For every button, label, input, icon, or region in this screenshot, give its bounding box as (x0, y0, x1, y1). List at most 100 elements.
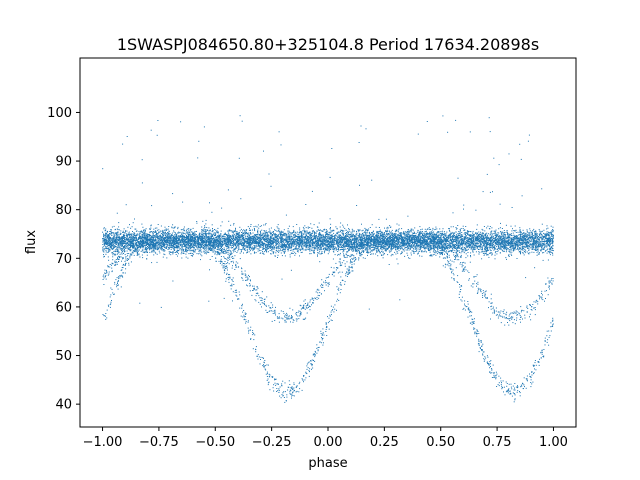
data-point (299, 255, 300, 257)
data-point (507, 232, 508, 234)
data-point (544, 250, 546, 252)
data-point (117, 281, 118, 283)
data-point (346, 234, 348, 236)
data-point (249, 290, 251, 292)
data-point (299, 250, 301, 252)
data-point (202, 229, 204, 231)
data-point (499, 312, 501, 314)
data-point (163, 253, 165, 255)
data-point (266, 311, 268, 313)
data-point (306, 368, 308, 370)
data-point (228, 234, 230, 236)
data-point (306, 248, 308, 250)
data-point (373, 241, 374, 243)
data-point (364, 238, 365, 240)
data-point (344, 247, 346, 249)
data-point (340, 235, 342, 237)
data-point (354, 248, 356, 250)
data-point (235, 265, 236, 267)
data-point (500, 238, 502, 240)
data-point (523, 235, 525, 237)
data-point (375, 253, 377, 255)
data-point (185, 244, 187, 246)
data-point (402, 249, 404, 251)
data-point (140, 236, 142, 238)
data-point (216, 231, 218, 233)
data-point (339, 265, 341, 267)
data-point (224, 263, 226, 265)
data-point (138, 231, 140, 233)
data-point (301, 244, 303, 246)
data-point (245, 279, 246, 281)
data-point (250, 232, 251, 234)
data-point (492, 242, 494, 244)
data-point (538, 241, 540, 243)
data-point (246, 276, 248, 278)
data-point (117, 279, 119, 281)
data-point (272, 387, 274, 389)
data-point (310, 241, 312, 243)
data-point (178, 231, 180, 233)
data-point (209, 244, 211, 246)
data-point (400, 233, 402, 235)
data-point (384, 235, 386, 237)
data-point (455, 267, 457, 269)
data-point (508, 250, 510, 252)
data-point (303, 300, 305, 302)
data-point (262, 250, 263, 252)
data-point (340, 249, 341, 251)
data-point (477, 234, 479, 236)
data-point (102, 249, 104, 251)
data-point (548, 280, 550, 282)
data-point (350, 239, 352, 241)
data-point (301, 238, 303, 240)
data-point (293, 229, 295, 231)
data-point (230, 242, 232, 244)
data-point (420, 244, 422, 246)
data-point (320, 239, 322, 241)
data-point (385, 234, 387, 236)
data-point (354, 242, 356, 243)
data-point (469, 241, 471, 243)
data-point (481, 239, 483, 241)
data-point (491, 235, 493, 237)
data-point (442, 244, 444, 246)
data-point (289, 249, 291, 251)
data-point (125, 247, 127, 249)
data-point (418, 234, 419, 236)
data-point (488, 252, 490, 254)
data-point (489, 249, 491, 251)
data-point (356, 232, 358, 234)
data-point (497, 317, 499, 319)
data-point (323, 342, 324, 344)
data-point (531, 247, 533, 249)
data-point (432, 235, 433, 237)
data-point (531, 248, 533, 250)
data-point (336, 248, 338, 250)
data-point (536, 245, 538, 247)
data-point (277, 240, 279, 242)
data-point (358, 233, 360, 235)
data-point (484, 253, 486, 254)
data-point (313, 238, 315, 240)
data-point (401, 241, 403, 243)
data-point (516, 238, 518, 240)
data-point (311, 233, 313, 234)
data-point (433, 229, 435, 231)
data-point (312, 230, 314, 232)
data-point (439, 232, 441, 234)
data-point (521, 249, 523, 251)
data-point (428, 248, 430, 250)
data-point (130, 239, 132, 241)
data-point (346, 239, 348, 241)
data-point (540, 249, 542, 251)
data-point (480, 340, 482, 342)
data-point (286, 235, 287, 237)
data-point (162, 250, 164, 252)
data-point (413, 236, 414, 238)
data-point (377, 245, 379, 247)
data-point (113, 237, 115, 239)
data-point (280, 235, 282, 236)
data-point (499, 237, 501, 239)
data-point (219, 249, 221, 251)
